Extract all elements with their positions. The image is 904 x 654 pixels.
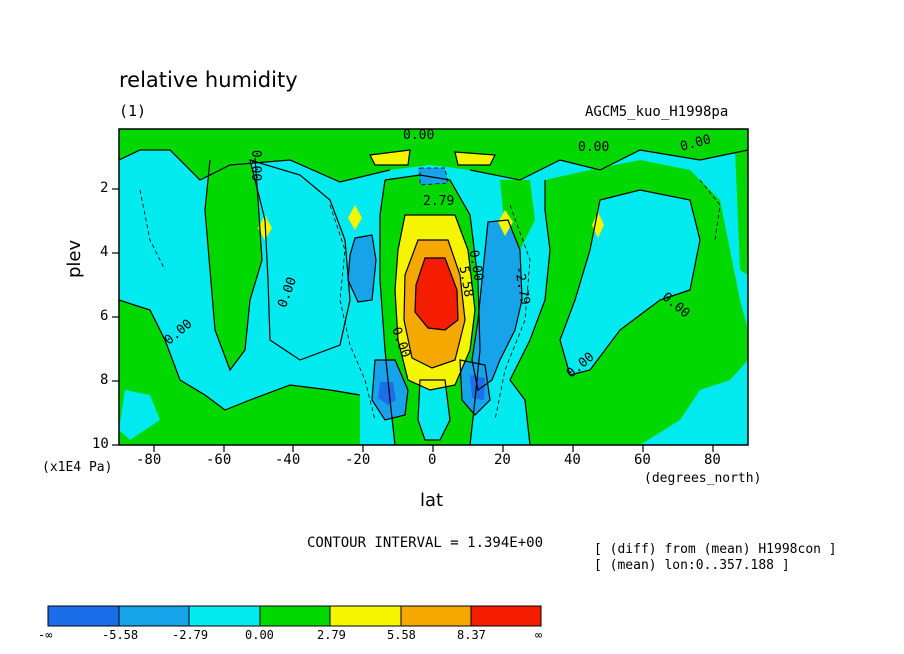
colorbar-label: -5.58 [102,628,139,642]
y-tick-label: 6 [100,308,109,324]
colorbar-label: 0.00 [245,628,274,642]
y-tick-label: 10 [92,436,109,452]
colorbar-label: 5.58 [387,628,416,642]
colorbar-swatch-3 [188,605,261,627]
x-axis-label: lat [420,490,444,511]
y-tick-label: 4 [100,244,109,260]
colorbar-label: -∞ [38,628,53,642]
y-tick-label: 2 [100,180,109,196]
colorbar-label: 2.79 [317,628,346,642]
run-name: AGCM5_kuo_H1998pa [585,104,729,120]
colorbar-swatch-4 [259,605,331,627]
x-tick-label: 0 [428,452,437,468]
x-tick-label: -40 [275,452,301,468]
chart-title: relative humidity [119,68,298,92]
x-tick-label: 40 [564,452,581,468]
colorbar-swatch-7 [470,605,542,627]
x-unit: (degrees_north) [644,471,762,486]
contour-label: 0.00 [403,128,435,143]
colorbar-label: 8.37 [457,628,486,642]
contour-label: 0.00 [248,149,264,182]
axis-ticks [112,188,714,452]
y-axis-label: plev [64,239,85,278]
colorbar-swatch-6 [400,605,472,627]
x-tick-label: 80 [704,452,721,468]
dashed-contour-lines [139,167,721,421]
red-region [415,258,458,330]
note-line-2: [ (mean) lon:0..357.188 ] [594,558,790,573]
contour-label: 0.00 [578,140,610,155]
mid-blue-regions [348,168,522,420]
note-line-1: [ (diff) from (mean) H1998con ] [594,542,837,557]
colorbar [47,605,542,627]
contour-interval: CONTOUR INTERVAL = 1.394E+00 [307,535,544,551]
contour-label: 2.79 [423,194,455,209]
x-tick-label: -80 [136,452,162,468]
x-tick-label: 20 [494,452,511,468]
colorbar-swatch-2 [118,605,190,627]
panel-label: (1) [119,102,147,120]
x-tick-label: 60 [634,452,651,468]
contour-lines [118,149,749,446]
colorbar-label: ∞ [535,628,543,642]
y-tick-label: 8 [100,372,109,388]
cyan-pockets [119,160,700,440]
x-tick-label: -60 [206,452,232,468]
x-tick-label: -20 [345,452,371,468]
y-unit: (x1E4 Pa) [42,460,113,475]
colorbar-swatch-5 [329,605,402,627]
colorbar-swatch-1 [47,605,120,627]
colorbar-label: -2.79 [172,628,209,642]
